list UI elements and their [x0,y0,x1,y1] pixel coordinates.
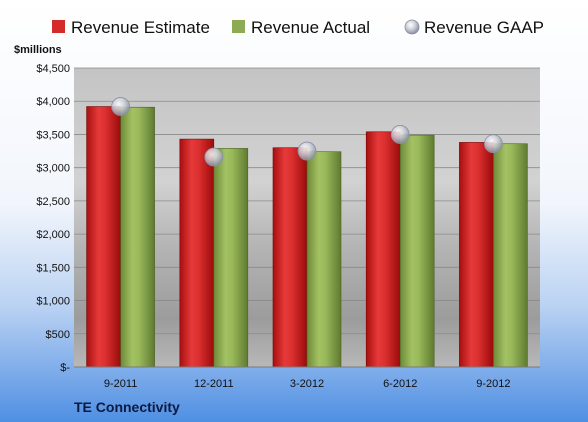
y-axis-unit-label: $millions [14,44,62,56]
y-tick-label: $4,500 [36,63,70,75]
x-axis-ticks: 9-2011 12-2011 3-2012 6-2012 9-2012 [104,378,511,390]
marker-revenue-gaap [297,141,317,161]
x-tick-label: 3-2012 [290,378,324,390]
y-tick-label: $2,000 [36,229,70,241]
y-tick-label: $- [60,362,70,374]
legend-label-gaap: Revenue GAAP [424,18,544,37]
gaap-markers [111,97,503,167]
y-tick-label: $3,000 [36,163,70,175]
legend-item-estimate: Revenue Estimate [52,18,210,37]
y-tick-label: $1,000 [36,296,70,308]
bar-revenue-actual [120,106,155,368]
legend-item-actual: Revenue Actual [232,18,370,37]
bar-revenue-actual [399,134,435,368]
bar-revenue-estimate [86,106,121,368]
bar-revenue-estimate [272,147,308,368]
bar-revenue-estimate [459,142,494,368]
y-tick-label: $4,000 [36,96,70,108]
x-tick-label: 9-2011 [104,378,137,390]
y-tick-label: $1,500 [36,262,70,274]
y-tick-label: $2,500 [36,196,70,208]
y-axis-ticks: $- $500 $1,000 $1,500 $2,000 $2,500 $3,000 $3,5… [36,63,70,374]
marker-revenue-gaap [204,147,224,167]
y-tick-label: $3,500 [36,129,70,141]
legend-label-estimate: Revenue Estimate [71,18,210,37]
bar-revenue-estimate [365,131,401,368]
bar-revenue-actual [493,143,528,368]
bar-revenue-estimate [179,138,215,368]
bars [86,106,528,368]
bar-revenue-actual [306,151,342,368]
bar-revenue-actual [213,148,249,368]
marker-revenue-gaap [111,97,130,116]
company-name: TE Connectivity [74,399,180,415]
legend-label-actual: Revenue Actual [251,18,370,37]
legend-item-gaap: Revenue GAAP [404,18,544,37]
legend-marker-gaap [404,19,420,35]
x-tick-label: 12-2011 [194,378,234,390]
marker-revenue-gaap [483,134,503,154]
legend: Revenue Estimate Revenue Actual Revenue … [52,18,544,37]
y-tick-label: $500 [46,329,70,341]
x-tick-label: 6-2012 [383,378,417,390]
x-tick-label: 9-2012 [476,378,510,390]
marker-revenue-gaap [390,125,410,144]
legend-swatch-estimate [52,20,65,33]
legend-swatch-actual [232,20,245,33]
